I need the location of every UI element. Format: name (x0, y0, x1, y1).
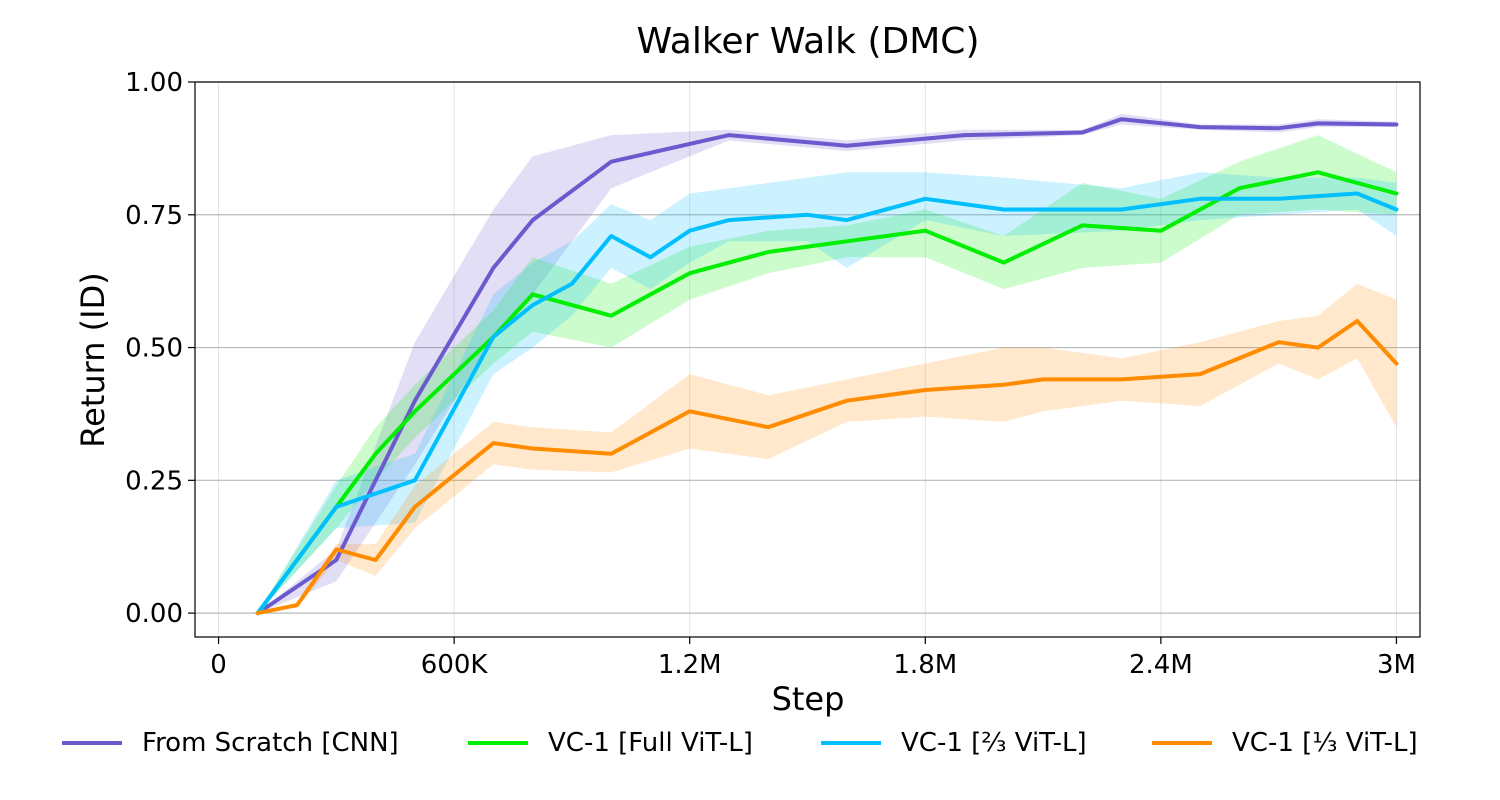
chart: Walker Walk (DMC) 0 600K 1.2M 1.8M 2.4M 3M 0.… (74, 21, 1421, 718)
x-tick-label: 2.4M (1129, 650, 1193, 680)
legend-swatch (821, 741, 881, 745)
x-tick-label: 600K (421, 650, 489, 680)
band-from-scratch (257, 113, 1397, 614)
band-vc1-full (257, 135, 1397, 614)
band-vc1-two-thirds (257, 172, 1397, 614)
legend-label: VC-1 [⅓ ViT-L] (1232, 728, 1418, 758)
legend-swatch (468, 741, 528, 745)
band-vc1-one-third (257, 283, 1397, 614)
legend-item-vc1-full: VC-1 [Full ViT-L] (468, 718, 753, 768)
y-tick-label: 0.25 (125, 466, 183, 496)
y-axis: 0.00 0.25 0.50 0.75 1.00 (125, 68, 195, 629)
line-vc1-two-thirds (255, 191, 1399, 616)
line-vc1-full (255, 170, 1399, 616)
legend-item-vc1-one-third: VC-1 [⅓ ViT-L] (1152, 718, 1418, 768)
legend: From Scratch [CNN] VC-1 [Full ViT-L] VC-… (0, 718, 1500, 768)
y-tick-label: 0.75 (125, 201, 183, 231)
x-axis-label: Step (772, 680, 845, 718)
y-axis-label: Return (ID) (74, 272, 112, 447)
chart-title: Walker Walk (DMC) (637, 21, 980, 62)
x-tick-label: 0 (210, 650, 227, 680)
legend-label: VC-1 [Full ViT-L] (548, 728, 753, 758)
legend-swatch (1152, 741, 1212, 745)
legend-label: VC-1 [⅔ ViT-L] (901, 728, 1087, 758)
line-from-scratch (255, 117, 1399, 616)
legend-label: From Scratch [CNN] (142, 728, 399, 758)
legend-item-from-scratch: From Scratch [CNN] (62, 718, 399, 768)
x-tick-label: 1.2M (658, 650, 722, 680)
y-tick-label: 0.00 (125, 599, 183, 629)
y-tick-label: 0.50 (125, 334, 183, 364)
legend-swatch (62, 741, 122, 745)
x-axis: 0 600K 1.2M 1.8M 2.4M 3M (210, 637, 1416, 680)
legend-item-vc1-two-thirds: VC-1 [⅔ ViT-L] (821, 718, 1087, 768)
series-lines (255, 117, 1399, 616)
x-tick-label: 3M (1377, 650, 1416, 680)
bands (257, 113, 1397, 614)
line-vc1-one-third (255, 319, 1399, 616)
plot-frame (194, 81, 1421, 638)
y-tick-label: 1.00 (125, 68, 183, 98)
x-tick-label: 1.8M (893, 650, 957, 680)
